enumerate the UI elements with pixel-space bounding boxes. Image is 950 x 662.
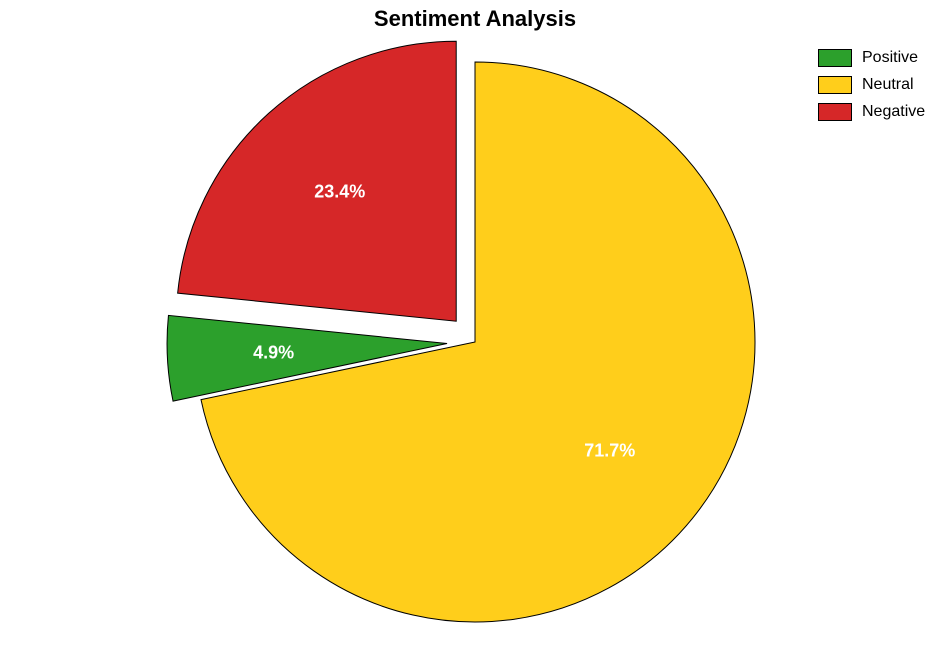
legend-swatch-neutral bbox=[818, 76, 852, 94]
legend-label-positive: Positive bbox=[862, 49, 918, 67]
legend-item-positive: Positive bbox=[818, 46, 925, 69]
legend-item-neutral: Neutral bbox=[818, 73, 925, 96]
slice-label-neutral: 71.7% bbox=[584, 441, 635, 462]
slice-label-negative: 23.4% bbox=[314, 182, 365, 203]
legend-swatch-negative bbox=[818, 103, 852, 121]
legend-label-negative: Negative bbox=[862, 103, 925, 121]
slice-label-positive: 4.9% bbox=[253, 342, 294, 363]
legend-item-negative: Negative bbox=[818, 100, 925, 123]
legend-swatch-positive bbox=[818, 49, 852, 67]
chart-container: Sentiment Analysis 23.4%4.9%71.7% Positi… bbox=[0, 0, 950, 662]
legend: Positive Neutral Negative bbox=[818, 46, 925, 127]
legend-label-neutral: Neutral bbox=[862, 76, 914, 94]
pie-chart-svg bbox=[0, 0, 950, 662]
